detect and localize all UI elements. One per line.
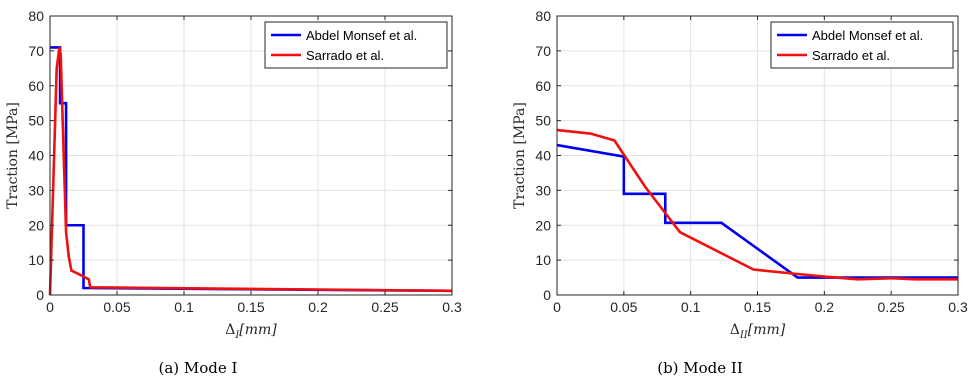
x-tick-label: 0.25 bbox=[371, 299, 398, 315]
series-line-2 bbox=[556, 128, 958, 281]
x-axis-label: ΔII[mm] bbox=[730, 322, 786, 341]
panel-caption: (a) Mode I bbox=[159, 359, 238, 377]
y-tick-label: 50 bbox=[535, 113, 551, 129]
legend: Abdel Monsef et al. Sarrado et al. bbox=[264, 21, 448, 69]
x-tick-label: 0 bbox=[553, 299, 561, 315]
x-tick-label: 0 bbox=[46, 299, 54, 315]
y-tick-label: 30 bbox=[535, 182, 551, 198]
y-tick-label: 10 bbox=[28, 252, 44, 268]
x-tick-label: 0.1 bbox=[681, 299, 701, 315]
x-axis-label-unit: [mm] bbox=[748, 322, 786, 338]
x-tick-label: 0.2 bbox=[308, 299, 328, 315]
x-axis-label-symbol: Δ bbox=[225, 322, 235, 338]
x-axis-label-unit: [mm] bbox=[239, 322, 277, 338]
x-tick-label: 0.3 bbox=[948, 299, 968, 315]
y-axis-label: Traction [MPa] bbox=[5, 102, 21, 209]
x-axis-label-subscript: I bbox=[234, 330, 240, 341]
series-line-1 bbox=[556, 143, 958, 279]
legend-box bbox=[770, 21, 954, 69]
legend-box bbox=[264, 21, 448, 69]
y-tick-label: 50 bbox=[28, 113, 44, 129]
y-tick-label: 60 bbox=[28, 78, 44, 94]
y-tick-label: 30 bbox=[28, 182, 44, 198]
panel-mode-ii: 0 0.05 0.1 0.15 0.2 0.25 0.3 0 10 20 30 40 50 60 70 80 T… bbox=[512, 8, 968, 377]
x-axis-label-subscript: II bbox=[739, 330, 749, 341]
x-tick-label: 0.3 bbox=[442, 299, 462, 315]
x-tick-label: 0.05 bbox=[103, 299, 130, 315]
x-tick-label: 0.05 bbox=[610, 299, 637, 315]
y-tick-label: 70 bbox=[28, 43, 44, 59]
x-tick-label: 0.15 bbox=[237, 299, 264, 315]
y-tick-label: 40 bbox=[535, 148, 551, 164]
y-tick-label: 70 bbox=[535, 43, 551, 59]
legend-label-1: Abdel Monsef et al. bbox=[306, 28, 417, 43]
y-axis-label: Traction [MPa] bbox=[512, 102, 528, 209]
y-tick-label: 80 bbox=[535, 8, 551, 24]
y-tick-label: 60 bbox=[535, 78, 551, 94]
x-tick-label: 0.15 bbox=[744, 299, 771, 315]
x-axis-label: ΔI[mm] bbox=[225, 322, 277, 341]
legend-label-2: Sarrado et al. bbox=[306, 48, 384, 63]
y-tick-label: 0 bbox=[36, 287, 44, 303]
panel-mode-i: 0 0.05 0.1 0.15 0.2 0.25 0.3 0 10 20 30 40 50 60 70 80 T… bbox=[5, 8, 462, 377]
legend-label-1: Abdel Monsef et al. bbox=[812, 28, 923, 43]
x-axis-label-symbol: Δ bbox=[730, 322, 740, 338]
y-tick-label: 20 bbox=[28, 217, 44, 233]
y-tick-label: 80 bbox=[28, 8, 44, 24]
x-tick-label: 0.1 bbox=[174, 299, 194, 315]
y-tick-label: 40 bbox=[28, 148, 44, 164]
x-tick-label: 0.2 bbox=[815, 299, 835, 315]
series-line-2 bbox=[48, 47, 453, 296]
legend-label-2: Sarrado et al. bbox=[812, 48, 890, 63]
y-tick-label: 0 bbox=[543, 287, 551, 303]
panel-caption: (b) Mode II bbox=[657, 359, 743, 377]
legend: Abdel Monsef et al. Sarrado et al. bbox=[770, 21, 954, 69]
x-tick-label: 0.25 bbox=[878, 299, 905, 315]
y-tick-label: 10 bbox=[535, 252, 551, 268]
y-tick-label: 20 bbox=[535, 217, 551, 233]
